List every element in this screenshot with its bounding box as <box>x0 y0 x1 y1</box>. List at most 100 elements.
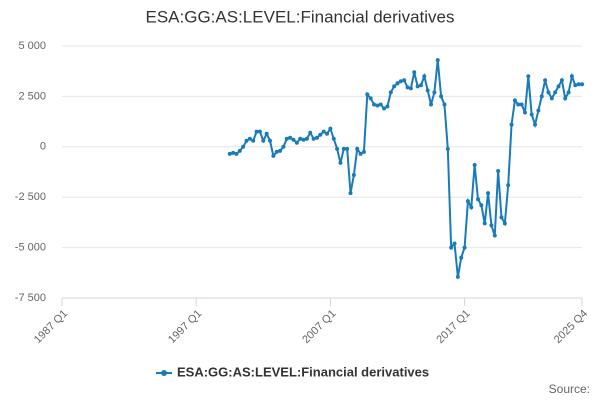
point <box>462 245 467 250</box>
point <box>476 197 480 202</box>
point <box>291 137 296 142</box>
point <box>328 126 333 131</box>
x-tick-label: 2007 Q1 <box>300 308 338 346</box>
point <box>452 241 457 246</box>
point <box>358 151 363 156</box>
point <box>294 140 299 145</box>
y-tick-label: -7 500 <box>15 292 46 304</box>
y-tick-label: 0 <box>40 141 46 153</box>
point <box>543 78 548 83</box>
point <box>556 84 561 89</box>
x-tick-label: 1997 Q1 <box>166 308 204 346</box>
point <box>442 102 447 107</box>
point <box>415 84 420 89</box>
point <box>465 199 470 204</box>
source: Source: <box>549 382 590 396</box>
y-tick-label: 5 000 <box>18 40 46 52</box>
point <box>569 74 574 79</box>
point <box>372 102 376 107</box>
point <box>509 122 514 127</box>
point <box>432 90 437 95</box>
point <box>227 151 232 156</box>
point <box>268 138 272 143</box>
point <box>489 223 494 228</box>
point <box>388 90 393 95</box>
point <box>402 78 407 83</box>
point <box>321 129 326 134</box>
point <box>479 203 484 208</box>
point <box>529 112 534 117</box>
point <box>378 102 383 107</box>
point <box>385 104 390 109</box>
point <box>445 146 450 151</box>
point <box>351 173 356 178</box>
point <box>539 94 544 99</box>
point <box>244 138 249 143</box>
point <box>563 96 568 101</box>
point <box>314 135 319 140</box>
point <box>247 136 252 141</box>
point <box>368 96 373 101</box>
point <box>304 136 309 141</box>
x-tick-label: 1987 Q1 <box>32 308 70 346</box>
point <box>512 98 517 103</box>
point <box>536 108 541 113</box>
point <box>522 110 527 115</box>
point <box>338 160 343 165</box>
x-tick-label: 2017 Q1 <box>434 308 472 346</box>
point <box>526 74 531 79</box>
point <box>516 102 521 107</box>
point <box>382 106 387 111</box>
point <box>559 78 564 83</box>
point <box>502 221 507 226</box>
y-tick-label: -2 500 <box>15 191 46 203</box>
y-tick-label: -5 000 <box>15 242 46 254</box>
point <box>506 183 511 188</box>
chart-title: ESA:GG:AS:LEVEL:Financial derivatives <box>146 7 455 26</box>
point <box>231 150 236 155</box>
point <box>348 191 353 196</box>
point <box>408 86 413 91</box>
point <box>298 136 303 141</box>
point <box>341 146 346 151</box>
point <box>331 136 336 141</box>
point <box>325 131 330 136</box>
point <box>573 83 578 88</box>
point <box>533 122 538 127</box>
series-line <box>229 60 582 278</box>
point <box>496 168 501 173</box>
point <box>271 153 276 158</box>
point <box>546 90 551 95</box>
point <box>472 162 477 167</box>
point <box>469 205 474 210</box>
point <box>257 129 262 134</box>
point <box>412 70 417 75</box>
y-tick-label: 2 500 <box>18 90 46 102</box>
point <box>318 132 323 137</box>
point <box>492 233 497 238</box>
point <box>482 221 487 226</box>
point <box>261 138 266 143</box>
point <box>455 274 460 279</box>
point <box>580 82 584 87</box>
point <box>395 81 400 86</box>
legend-label: ESA:GG:AS:LEVEL:Financial derivatives <box>177 364 429 379</box>
point <box>449 245 454 250</box>
point <box>486 191 491 196</box>
point <box>405 85 410 90</box>
legend-marker <box>161 370 167 376</box>
point <box>425 88 430 93</box>
point <box>361 149 366 154</box>
point <box>576 82 581 87</box>
point <box>301 137 306 142</box>
point <box>308 130 313 135</box>
point <box>392 84 397 89</box>
point <box>254 129 259 134</box>
point <box>241 144 246 149</box>
point <box>278 148 283 153</box>
point <box>375 103 380 108</box>
point <box>234 151 239 156</box>
point <box>355 146 360 151</box>
point <box>499 215 504 220</box>
